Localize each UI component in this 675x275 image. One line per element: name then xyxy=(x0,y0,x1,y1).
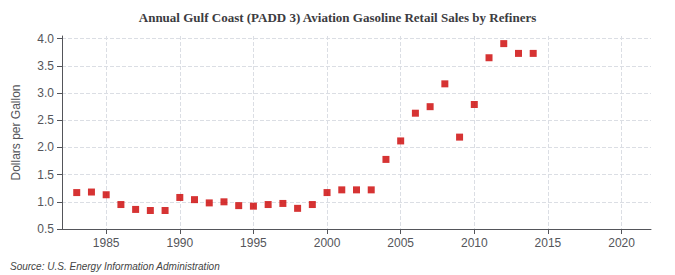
svg-text:3.5: 3.5 xyxy=(37,59,54,73)
svg-text:Source: U.S. Energy Informatio: Source: U.S. Energy Information Administ… xyxy=(10,261,220,272)
svg-text:2000: 2000 xyxy=(314,236,341,250)
svg-text:1.0: 1.0 xyxy=(37,195,54,209)
svg-text:2020: 2020 xyxy=(608,236,635,250)
svg-text:Dollars per Gallon: Dollars per Gallon xyxy=(9,84,23,180)
svg-text:1.5: 1.5 xyxy=(37,168,54,182)
svg-text:1990: 1990 xyxy=(166,236,193,250)
svg-text:2015: 2015 xyxy=(535,236,562,250)
svg-text:3.0: 3.0 xyxy=(37,86,54,100)
svg-text:Annual Gulf Coast (PADD 3) Avi: Annual Gulf Coast (PADD 3) Aviation Gaso… xyxy=(139,10,536,25)
svg-text:0.5: 0.5 xyxy=(37,222,54,236)
svg-text:4.0: 4.0 xyxy=(37,32,54,46)
svg-text:2010: 2010 xyxy=(461,236,488,250)
svg-text:2.5: 2.5 xyxy=(37,113,54,127)
svg-text:1985: 1985 xyxy=(93,236,120,250)
svg-text:2005: 2005 xyxy=(387,236,414,250)
svg-text:2.0: 2.0 xyxy=(37,140,54,154)
svg-text:1995: 1995 xyxy=(240,236,267,250)
